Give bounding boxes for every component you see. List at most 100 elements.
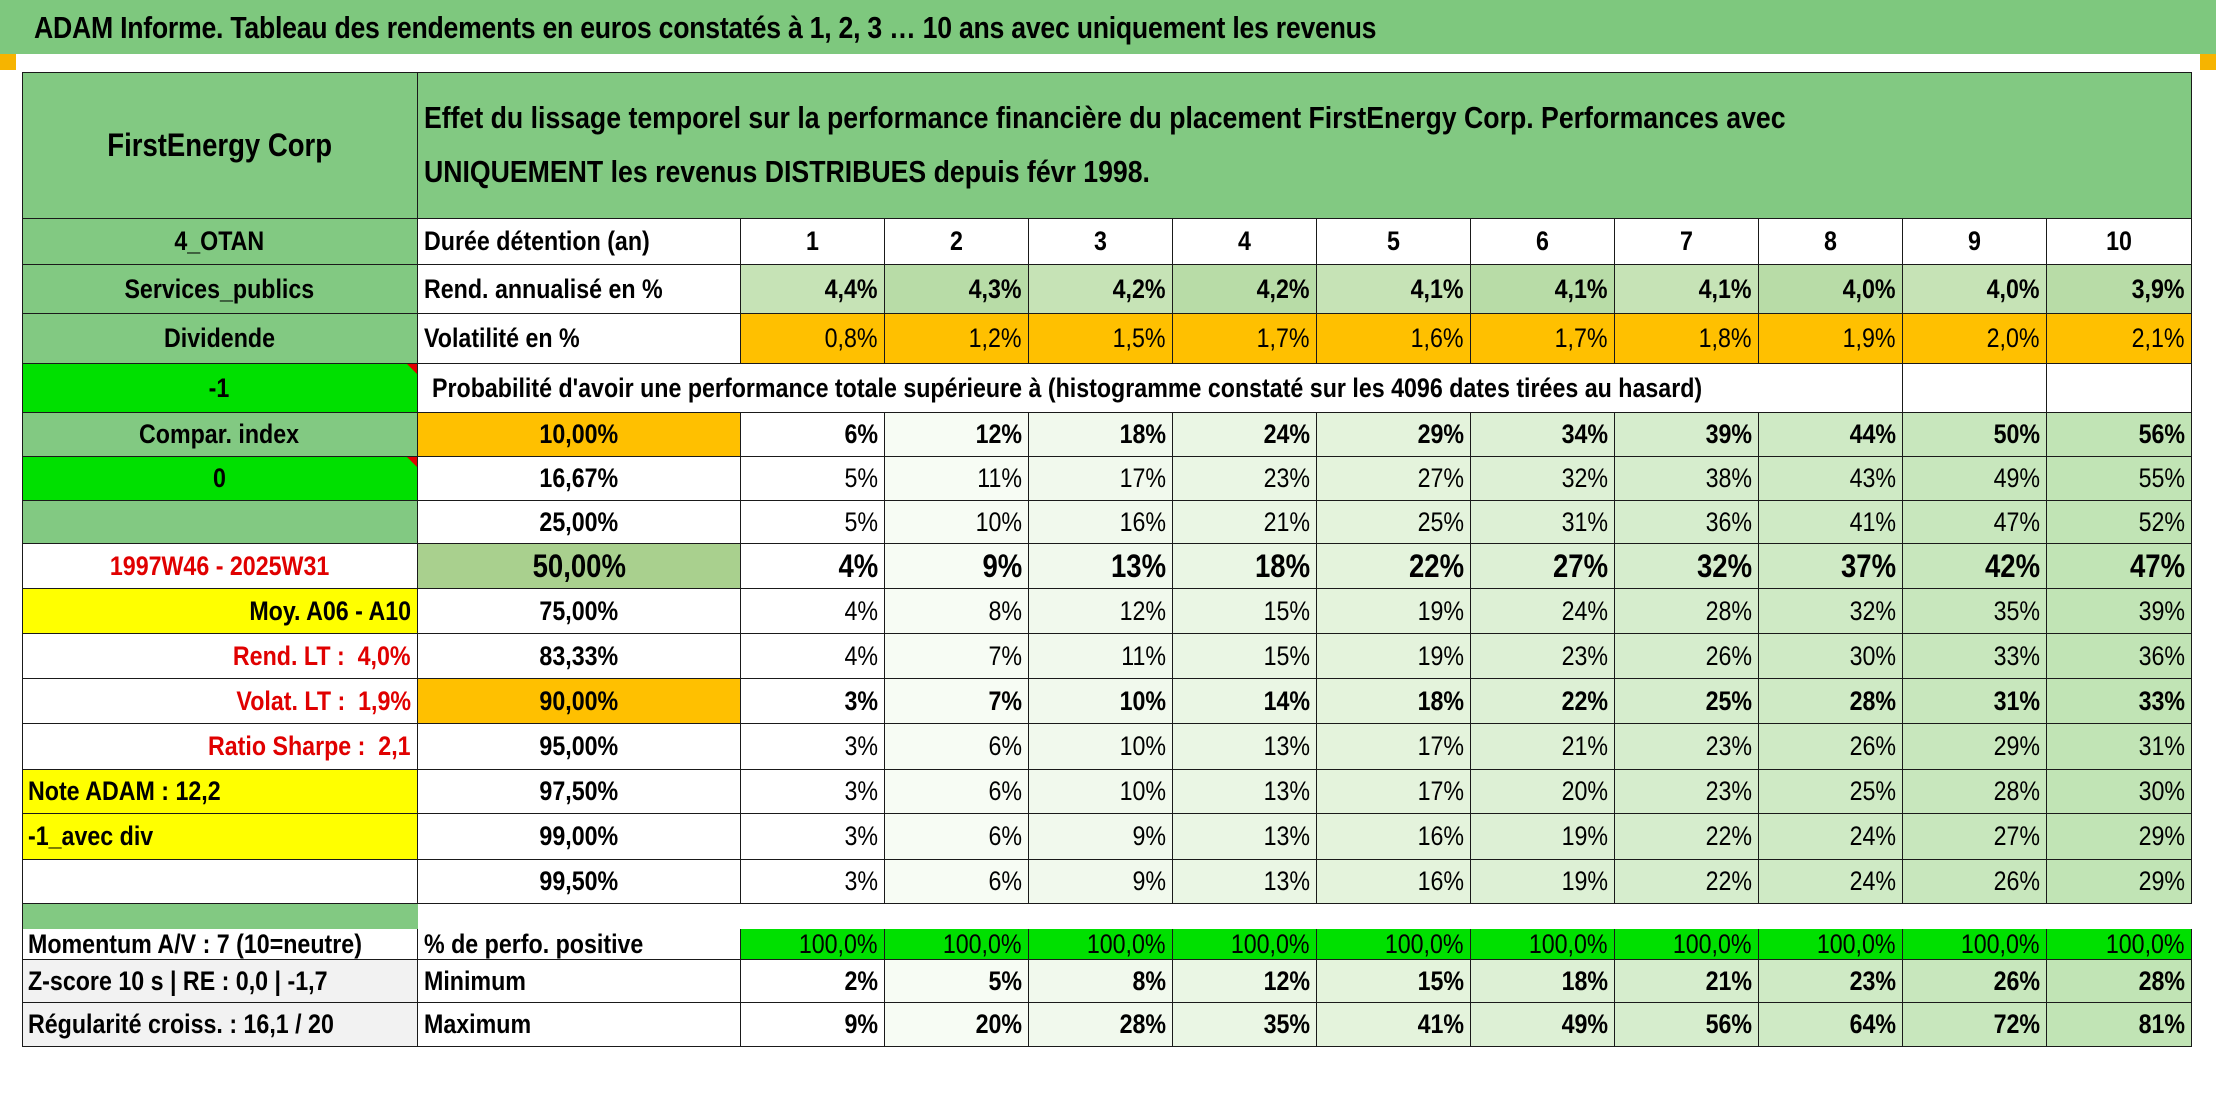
min-value: 18% bbox=[1471, 960, 1615, 1003]
vol-value-text: 0,8% bbox=[825, 323, 878, 353]
percentile-value: 23% bbox=[1615, 770, 1759, 814]
percentile-value: 23% bbox=[1615, 724, 1759, 770]
percentile-value-text: 22% bbox=[1705, 821, 1752, 851]
vol-value-text: 2,1% bbox=[2132, 323, 2185, 353]
percentile-value: 27% bbox=[1903, 814, 2047, 860]
max-value: 64% bbox=[1759, 1003, 1903, 1047]
percentile-value-text: 15% bbox=[1263, 595, 1310, 626]
percentile-value: 26% bbox=[1903, 860, 2047, 904]
spacer bbox=[366, 731, 379, 761]
percentile-value: 7% bbox=[885, 634, 1029, 679]
percentile-value-text: 25% bbox=[1705, 685, 1752, 716]
percentile-value: 31% bbox=[1471, 501, 1615, 544]
percentile-value-text: 9% bbox=[982, 547, 1022, 584]
moyenne-label-text: Moy. A06 - A10 bbox=[249, 595, 411, 626]
percentile-value: 33% bbox=[1903, 634, 2047, 679]
year-header-text: 10 bbox=[2106, 226, 2132, 256]
min-value-text: 2% bbox=[844, 965, 878, 996]
rend-value-text: 3,9% bbox=[2132, 273, 2185, 304]
rend-value: 4,1% bbox=[1615, 265, 1759, 314]
percentile-value: 30% bbox=[1759, 634, 1903, 679]
sector-label: Services_publics bbox=[22, 265, 418, 314]
corner-marker bbox=[0, 54, 16, 70]
max-value-text: 41% bbox=[1417, 1009, 1464, 1039]
percentile-label: 97,50% bbox=[418, 770, 741, 814]
percentile-value-text: 13% bbox=[1110, 547, 1166, 584]
ratio-sharpe-value: 2,1 bbox=[378, 731, 411, 761]
pos-value: 100,0% bbox=[2047, 929, 2192, 960]
percentile-value: 3% bbox=[741, 860, 885, 904]
year-header-text: 6 bbox=[1536, 226, 1549, 256]
percentile-value-text: 19% bbox=[1417, 640, 1464, 671]
percentile-value-text: 4% bbox=[844, 595, 878, 626]
compar-index-label: Compar. index bbox=[22, 413, 418, 457]
percentile-value-text: 55% bbox=[2138, 463, 2185, 493]
separator-green bbox=[22, 904, 418, 929]
vol-value-text: 1,8% bbox=[1699, 323, 1752, 353]
percentile-value-text: 13% bbox=[1263, 731, 1310, 761]
percentile-value: 34% bbox=[1471, 413, 1615, 457]
percentile-value-text: 3% bbox=[844, 821, 878, 851]
percentile-label-text: 75,00% bbox=[539, 595, 619, 626]
rend-value-text: 4,1% bbox=[1555, 273, 1608, 304]
max-value: 9% bbox=[741, 1003, 885, 1047]
regularite-label-text: Régularité croiss. : 16,1 / 20 bbox=[28, 1009, 334, 1039]
min-value: 23% bbox=[1759, 960, 1903, 1003]
percentile-label-text: 16,67% bbox=[539, 463, 619, 493]
pos-value: 100,0% bbox=[741, 929, 885, 960]
percentile-label-text: 99,00% bbox=[539, 821, 619, 851]
percentile-label-text: 95,00% bbox=[539, 731, 619, 761]
percentile-value: 12% bbox=[885, 413, 1029, 457]
min-value: 26% bbox=[1903, 960, 2047, 1003]
percentile-value: 4% bbox=[741, 589, 885, 634]
percentile-value-text: 32% bbox=[1849, 595, 1896, 626]
percentile-value: 39% bbox=[1615, 413, 1759, 457]
max-value: 20% bbox=[885, 1003, 1029, 1047]
percentile-value: 25% bbox=[1317, 501, 1471, 544]
percentile-value-text: 10% bbox=[1119, 685, 1166, 716]
percentile-value: 39% bbox=[2047, 589, 2192, 634]
pos-value: 100,0% bbox=[1029, 929, 1173, 960]
sector-label-text: Services_publics bbox=[124, 273, 315, 304]
percentile-value-text: 29% bbox=[2138, 821, 2185, 851]
percentile-value: 17% bbox=[1317, 770, 1471, 814]
percentile-value: 55% bbox=[2047, 457, 2192, 501]
percentile-value-text: 42% bbox=[1984, 547, 2040, 584]
percentile-value-text: 22% bbox=[1561, 685, 1608, 716]
max-value: 28% bbox=[1029, 1003, 1173, 1047]
percentile-value-text: 10% bbox=[1119, 731, 1166, 761]
empty-cell bbox=[2047, 364, 2192, 413]
percentile-value-text: 37% bbox=[1840, 547, 1896, 584]
pos-value-text: 100,0% bbox=[1087, 929, 1166, 959]
percentile-value-text: 39% bbox=[2138, 595, 2185, 626]
percentile-value: 3% bbox=[741, 679, 885, 724]
rend-value: 4,1% bbox=[1317, 265, 1471, 314]
percentile-value-text: 26% bbox=[1993, 866, 2040, 896]
rend-value: 4,0% bbox=[1903, 265, 2047, 314]
note-adam: Note ADAM : 12,2 bbox=[22, 770, 418, 814]
percentile-value: 56% bbox=[2047, 413, 2192, 457]
percentile-value-text: 47% bbox=[1993, 506, 2040, 537]
percentile-value: 16% bbox=[1029, 501, 1173, 544]
percentile-value-text: 10% bbox=[975, 506, 1022, 537]
percentile-value-text: 6% bbox=[844, 419, 878, 449]
percentile-value: 9% bbox=[1029, 814, 1173, 860]
percentile-value: 10% bbox=[885, 501, 1029, 544]
percentile-value-text: 18% bbox=[1417, 685, 1464, 716]
empty-cell bbox=[1903, 364, 2047, 413]
ratio-sharpe: Ratio Sharpe : 2,1 bbox=[22, 724, 418, 770]
rend-value-text: 4,4% bbox=[825, 273, 878, 304]
vol-value: 1,2% bbox=[885, 314, 1029, 364]
percentile-value: 28% bbox=[1615, 589, 1759, 634]
percentile-value: 20% bbox=[1471, 770, 1615, 814]
percentile-value: 25% bbox=[1759, 770, 1903, 814]
header-description-text: Effet du lissage temporel sur la perform… bbox=[424, 100, 1786, 189]
year-header-text: 1 bbox=[806, 226, 819, 256]
vol-value-text: 1,5% bbox=[1113, 323, 1166, 353]
percentile-value: 32% bbox=[1471, 457, 1615, 501]
max-value-text: 56% bbox=[1705, 1009, 1752, 1039]
percentile-value: 13% bbox=[1029, 544, 1173, 589]
percentile-value: 19% bbox=[1471, 814, 1615, 860]
percentile-value: 31% bbox=[1903, 679, 2047, 724]
percentile-value-text: 8% bbox=[988, 595, 1022, 626]
